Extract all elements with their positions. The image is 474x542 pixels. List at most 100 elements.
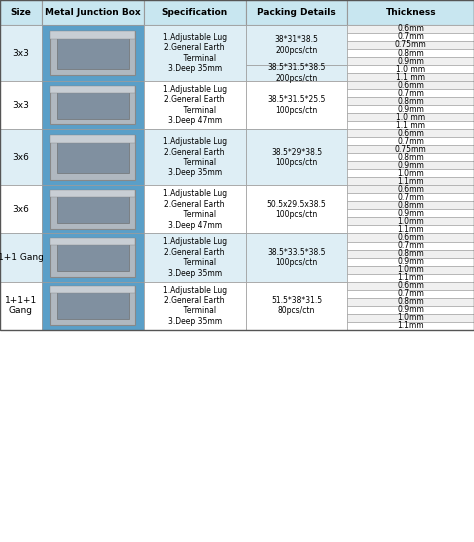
Text: 0.7mm: 0.7mm: [397, 88, 424, 98]
Bar: [42, 129, 144, 185]
Text: Packing Details: Packing Details: [257, 8, 336, 17]
Text: 0.6mm: 0.6mm: [397, 233, 424, 242]
Bar: [347, 89, 474, 97]
Bar: [0, 25, 42, 81]
Bar: [57, 37, 128, 69]
Text: 0.7mm: 0.7mm: [397, 289, 424, 298]
Text: 1.Adjustable Lug
2.General Earth
    Terminal
3.Deep 35mm: 1.Adjustable Lug 2.General Earth Termina…: [163, 237, 227, 278]
Bar: [57, 292, 128, 319]
Text: 38.5*33.5*38.5
100pcs/ctn: 38.5*33.5*38.5 100pcs/ctn: [267, 248, 326, 267]
Bar: [347, 274, 474, 282]
Text: 0.7mm: 0.7mm: [397, 241, 424, 250]
Bar: [347, 129, 474, 137]
Text: 0.75mm: 0.75mm: [395, 145, 427, 154]
Bar: [347, 97, 474, 105]
Text: 1+1 Gang: 1+1 Gang: [0, 253, 44, 262]
Bar: [0, 185, 42, 234]
Text: 0.9mm: 0.9mm: [397, 105, 424, 114]
Text: 1.0mm: 1.0mm: [397, 313, 424, 322]
Bar: [347, 153, 474, 162]
Text: 3x6: 3x6: [12, 153, 29, 162]
Bar: [57, 196, 128, 223]
Bar: [50, 190, 136, 197]
Text: 1.Adjustable Lug
2.General Earth
    Terminal
3.Deep 35mm: 1.Adjustable Lug 2.General Earth Termina…: [163, 286, 227, 326]
Text: Size: Size: [10, 8, 31, 17]
Text: 0.6mm: 0.6mm: [397, 24, 424, 34]
Text: 0.8mm: 0.8mm: [397, 96, 424, 106]
Bar: [347, 242, 474, 249]
Bar: [0, 81, 42, 129]
Bar: [42, 25, 144, 81]
Text: 0.8mm: 0.8mm: [397, 249, 424, 258]
Bar: [347, 193, 474, 202]
Bar: [347, 225, 474, 234]
Text: 0.8mm: 0.8mm: [397, 201, 424, 210]
Text: 3x3: 3x3: [12, 48, 29, 57]
Bar: [347, 33, 474, 41]
Text: 1.1mm: 1.1mm: [397, 225, 424, 234]
Text: 0.8mm: 0.8mm: [397, 153, 424, 162]
Bar: [50, 135, 136, 180]
Text: 0.9mm: 0.9mm: [397, 161, 424, 170]
Text: 1.Adjustable Lug
2.General Earth
    Terminal
3.Deep 47mm: 1.Adjustable Lug 2.General Earth Termina…: [163, 85, 227, 125]
Bar: [347, 202, 474, 209]
Bar: [347, 289, 474, 298]
Text: 3x3: 3x3: [12, 101, 29, 109]
Bar: [144, 282, 246, 330]
Bar: [0, 282, 42, 330]
Text: 1.1mm: 1.1mm: [397, 321, 424, 330]
Text: 1.0mm: 1.0mm: [397, 169, 424, 178]
Bar: [347, 65, 474, 73]
Text: 1.Adjustable Lug
2.General Earth
    Terminal
3.Deep 35mm: 1.Adjustable Lug 2.General Earth Termina…: [163, 33, 227, 73]
Text: 0.7mm: 0.7mm: [397, 193, 424, 202]
Text: 1.1 mm: 1.1 mm: [396, 73, 425, 82]
Text: 0.9mm: 0.9mm: [397, 209, 424, 218]
Bar: [50, 286, 136, 293]
Bar: [42, 185, 144, 234]
Bar: [144, 81, 246, 129]
Bar: [42, 282, 144, 330]
Bar: [246, 185, 347, 234]
Bar: [347, 234, 474, 242]
Text: 51.5*38*31.5
80pcs/ctn: 51.5*38*31.5 80pcs/ctn: [271, 296, 322, 315]
Bar: [347, 57, 474, 65]
Bar: [347, 177, 474, 185]
Bar: [347, 169, 474, 177]
Text: 1.0mm: 1.0mm: [397, 217, 424, 226]
Text: 0.8mm: 0.8mm: [397, 48, 424, 57]
Bar: [347, 49, 474, 57]
Text: 38.5*29*38.5
100pcs/ctn: 38.5*29*38.5 100pcs/ctn: [271, 147, 322, 167]
Bar: [42, 0, 144, 25]
Bar: [246, 282, 347, 330]
Bar: [50, 30, 136, 75]
Bar: [347, 81, 474, 89]
Bar: [347, 105, 474, 113]
Bar: [347, 137, 474, 145]
Bar: [144, 0, 246, 25]
Text: 38.5*31.5*25.5
100pcs/ctn: 38.5*31.5*25.5 100pcs/ctn: [267, 95, 326, 115]
Text: 1.0mm: 1.0mm: [397, 265, 424, 274]
Bar: [0, 234, 42, 282]
Text: 1.0 mm: 1.0 mm: [396, 113, 425, 122]
Bar: [50, 238, 136, 245]
Bar: [347, 306, 474, 314]
Bar: [246, 25, 347, 65]
Text: 0.75mm: 0.75mm: [395, 41, 427, 49]
Text: 1.1mm: 1.1mm: [397, 273, 424, 282]
Bar: [347, 121, 474, 129]
Text: 50.5x29.5x38.5
100pcs/ctn: 50.5x29.5x38.5 100pcs/ctn: [266, 200, 327, 219]
Text: 0.9mm: 0.9mm: [397, 305, 424, 314]
Text: 0.7mm: 0.7mm: [397, 33, 424, 42]
Text: 1.0 mm: 1.0 mm: [396, 64, 425, 74]
Bar: [50, 86, 136, 125]
Bar: [50, 286, 136, 325]
Bar: [50, 135, 136, 143]
Bar: [57, 244, 128, 271]
Text: 0.8mm: 0.8mm: [397, 297, 424, 306]
Text: 38.5*31.5*38.5
200pcs/ctn: 38.5*31.5*38.5 200pcs/ctn: [267, 63, 326, 83]
Text: 1+1+1
Gang: 1+1+1 Gang: [5, 296, 37, 315]
Bar: [246, 129, 347, 185]
Bar: [144, 234, 246, 282]
Text: 0.6mm: 0.6mm: [397, 128, 424, 138]
Bar: [144, 129, 246, 185]
